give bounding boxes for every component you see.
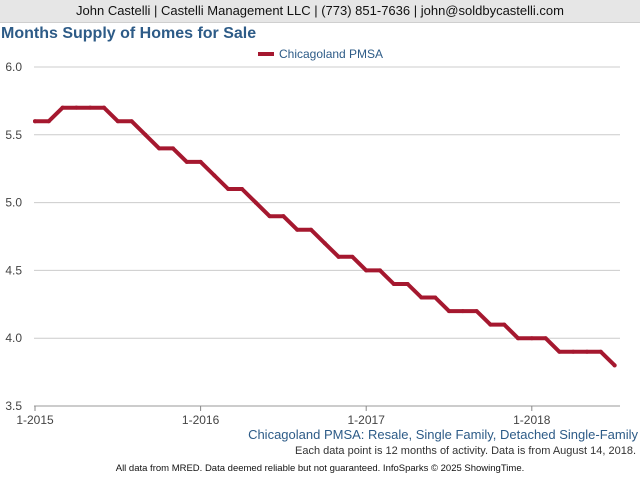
data-point [474,309,479,314]
data-note: Each data point is 12 months of activity… [295,445,636,457]
y-tick-label: 6.0 [5,60,22,74]
data-point [419,295,424,300]
data-point [585,349,589,354]
x-tick-label: 1-2017 [348,413,386,427]
data-point [60,105,65,110]
data-point [350,254,355,259]
data-point [364,268,369,273]
chart-legend[interactable]: Chicagoland PMSA [258,46,383,62]
data-point [405,281,410,286]
data-point [281,214,286,219]
x-tick-label: 1-2015 [16,413,54,427]
data-point [115,119,120,124]
data-point [33,119,37,124]
data-point [267,214,272,219]
data-point [336,254,341,259]
data-point [502,322,507,327]
data-point [433,295,438,300]
data-point [88,105,93,110]
x-tick-label: 1-2016 [182,413,220,427]
y-tick-label: 4.0 [5,331,22,345]
data-point [143,132,148,137]
data-point [212,173,217,178]
legend-swatch [258,52,274,56]
series-line [33,105,617,368]
data-point [447,309,451,314]
data-point [240,187,244,192]
disclaimer: All data from MRED. Data deemed reliable… [115,463,525,474]
y-tick-label: 5.5 [5,128,22,142]
data-point [226,187,231,192]
data-point [253,200,258,205]
data-point [102,105,106,110]
chart-title: Months Supply of Homes for Sale [1,25,257,42]
data-point [322,241,327,246]
data-point [516,336,520,341]
data-point [171,146,175,151]
series-description: Chicagoland PMSA: Resale, Single Family,… [248,427,638,442]
data-point [295,227,300,232]
data-point [309,227,313,232]
y-tick-label: 4.5 [5,263,22,277]
data-point [74,105,79,110]
data-point [460,309,465,314]
data-point [571,349,576,354]
contact-header: John Castelli | Castelli Management LLC … [0,0,640,23]
data-point [543,336,548,341]
data-point [391,281,396,286]
data-point [198,159,203,164]
x-tick-label: 1-2018 [513,413,551,427]
data-point [598,349,603,354]
data-point [378,268,382,273]
data-point [529,336,534,341]
y-tick-label: 5.0 [5,196,22,210]
legend-label: Chicagoland PMSA [279,47,384,61]
data-point [184,159,189,164]
data-point [129,119,134,124]
data-point [46,119,51,124]
data-point [612,363,617,368]
data-point [157,146,162,151]
data-point [488,322,493,327]
y-tick-label: 3.5 [5,399,22,413]
data-point [557,349,562,354]
